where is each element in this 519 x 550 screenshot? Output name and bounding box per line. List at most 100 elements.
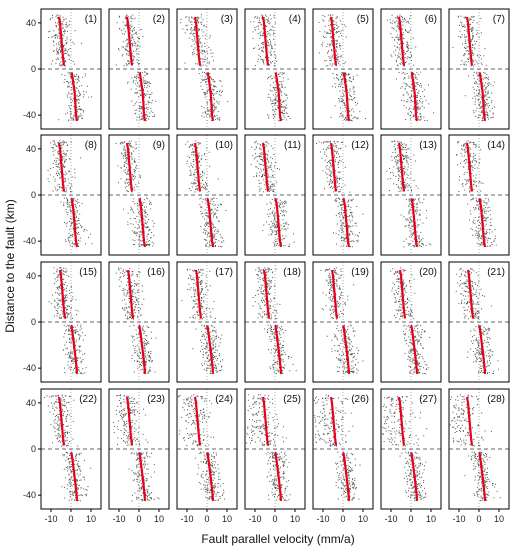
data-point <box>61 156 63 158</box>
data-point <box>141 228 143 230</box>
data-point <box>267 42 269 44</box>
data-point <box>254 47 256 49</box>
data-point <box>259 47 261 49</box>
data-point <box>207 52 209 54</box>
data-point <box>72 197 74 199</box>
data-point <box>397 17 399 19</box>
panel-label: (5) <box>357 14 369 25</box>
data-point <box>281 83 283 85</box>
data-point <box>480 199 482 201</box>
data-point <box>325 65 327 67</box>
data-point <box>486 202 488 204</box>
data-point <box>464 53 466 55</box>
panel: (10) <box>176 134 238 256</box>
data-point <box>200 16 202 18</box>
data-point <box>336 28 338 30</box>
data-point <box>118 49 120 51</box>
data-point <box>64 333 66 335</box>
data-point <box>416 211 418 213</box>
data-point <box>269 213 271 215</box>
data-point <box>188 157 190 159</box>
data-point <box>269 30 271 32</box>
data-point <box>70 360 72 361</box>
data-point <box>418 198 420 200</box>
data-point <box>471 38 473 40</box>
data-point <box>342 86 343 88</box>
data-point <box>417 209 419 211</box>
data-point <box>285 202 287 204</box>
data-point <box>210 77 212 79</box>
data-point <box>465 35 467 37</box>
data-point <box>65 330 67 332</box>
data-point <box>484 114 486 116</box>
data-point <box>413 179 415 181</box>
data-point <box>64 74 66 76</box>
data-point <box>66 22 68 24</box>
data-point <box>68 182 70 184</box>
data-point <box>470 162 472 164</box>
data-point <box>58 42 60 44</box>
data-point <box>272 230 274 232</box>
data-point <box>151 92 153 94</box>
data-point <box>63 161 65 163</box>
data-point <box>354 91 356 93</box>
data-point <box>463 174 465 176</box>
data-point <box>403 168 405 170</box>
data-point <box>351 214 353 216</box>
data-point <box>132 243 134 245</box>
data-point <box>213 86 215 88</box>
data-point <box>187 141 189 143</box>
data-point <box>463 155 465 157</box>
data-point <box>57 172 59 174</box>
data-point <box>406 46 408 48</box>
data-point <box>330 172 332 174</box>
data-point <box>69 158 71 160</box>
data-point <box>397 46 398 48</box>
data-point <box>407 47 409 49</box>
data-point <box>410 118 412 120</box>
data-point <box>348 219 350 221</box>
data-point <box>406 43 408 45</box>
data-point <box>209 114 211 116</box>
data-point <box>204 78 206 80</box>
data-point <box>122 148 124 150</box>
data-point <box>402 24 404 26</box>
data-point <box>149 229 151 231</box>
data-point <box>271 46 273 48</box>
panel-label: (6) <box>425 14 437 25</box>
data-point <box>397 21 399 23</box>
data-point <box>417 226 419 228</box>
data-point <box>408 148 410 150</box>
data-point <box>196 25 198 27</box>
data-point <box>398 170 400 172</box>
data-point <box>67 313 69 315</box>
data-point <box>280 89 282 91</box>
data-point <box>206 204 208 206</box>
data-point <box>69 113 71 115</box>
data-point <box>323 20 325 22</box>
data-point <box>125 155 127 157</box>
data-point <box>411 90 413 92</box>
data-point <box>124 155 126 157</box>
data-point <box>483 84 485 86</box>
velocity-profile-north <box>465 16 474 66</box>
data-point <box>202 61 204 63</box>
data-point <box>67 72 69 74</box>
data-point <box>389 22 391 24</box>
data-point <box>416 95 418 97</box>
data-point <box>338 78 340 80</box>
data-point <box>64 239 66 241</box>
data-point <box>118 48 120 50</box>
data-point <box>197 154 199 156</box>
panel-label: (12) <box>351 140 369 151</box>
data-point <box>346 118 348 120</box>
data-point <box>419 113 421 115</box>
data-point <box>351 212 353 214</box>
data-point <box>345 119 347 121</box>
data-point <box>58 163 60 165</box>
data-point <box>419 112 421 114</box>
data-point <box>341 78 343 80</box>
data-point <box>63 30 65 32</box>
data-point <box>147 226 149 228</box>
data-point <box>406 160 408 162</box>
